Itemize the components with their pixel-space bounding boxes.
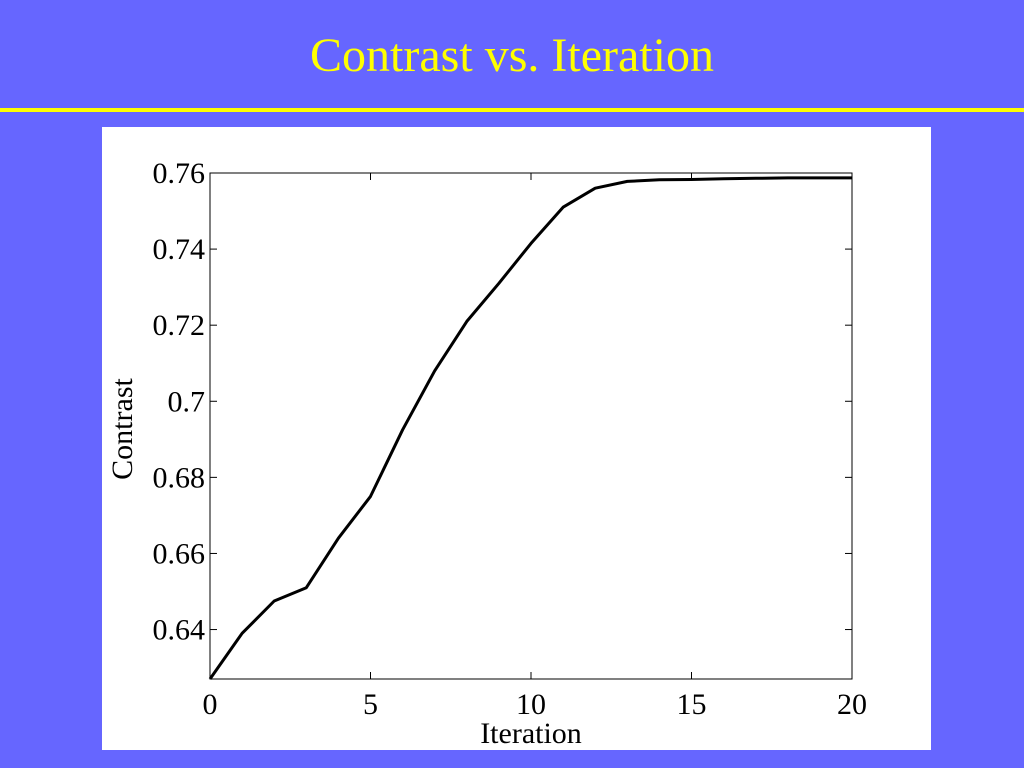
x-tick-label: 15 — [677, 688, 707, 721]
y-tick-label: 0.68 — [153, 461, 206, 494]
y-tick-label: 0.72 — [153, 309, 206, 342]
series-layer — [208, 176, 852, 680]
y-tick-label: 0.66 — [153, 537, 206, 570]
x-axis-label: Iteration — [480, 717, 582, 750]
x-tick-label: 0 — [203, 688, 218, 721]
y-axis-ticks: 0.64 0.66 0.68 0.7 0.72 0.74 0.76 — [153, 157, 852, 647]
y-tick-label: 0.64 — [153, 614, 206, 647]
x-tick-label: 20 — [837, 688, 867, 721]
y-tick-label: 0.76 — [153, 157, 206, 190]
plot-area-frame — [209, 172, 853, 680]
x-tick-label: 10 — [516, 688, 546, 721]
contrast-series-line — [208, 176, 852, 680]
x-axis-ticks: 0 5 10 15 20 — [203, 173, 867, 721]
x-tick-label: 5 — [363, 688, 378, 721]
y-axis-label: Contrast — [106, 378, 139, 480]
chart-panel: 0.64 0.66 0.68 0.7 0.72 0.74 0.76 0 5 10 15 20 Ite… — [102, 127, 931, 750]
y-tick-label: 0.74 — [153, 233, 206, 266]
line-chart: 0.64 0.66 0.68 0.7 0.72 0.74 0.76 0 5 10 15 20 Ite… — [106, 157, 867, 750]
y-tick-label: 0.7 — [168, 385, 206, 418]
title-divider — [0, 108, 1024, 112]
slide-title: Contrast vs. Iteration — [310, 29, 714, 82]
